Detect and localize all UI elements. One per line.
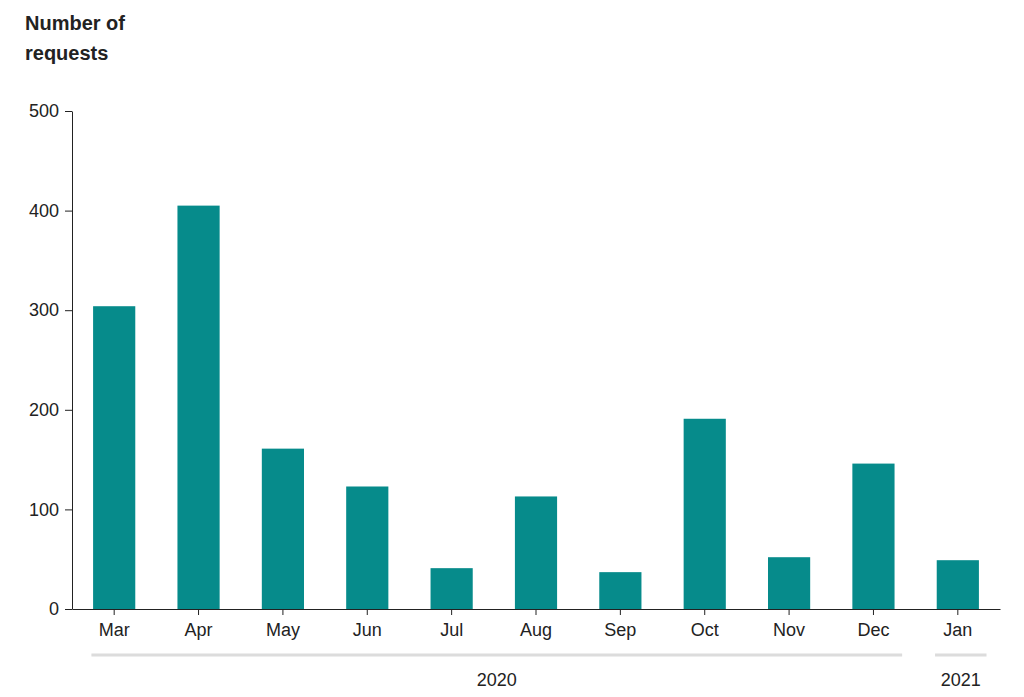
chart: 0 100 200 300 400 500 Mar Apr May Jun Jul Aug Sep Oct…: [0, 0, 1024, 697]
x-tick-mark: [789, 609, 790, 615]
y-axis-line: [72, 112, 73, 610]
bar: [93, 306, 135, 609]
y-tick: 200: [29, 400, 72, 420]
x-tick-mark: [957, 609, 958, 615]
x-tick-mark: [620, 609, 621, 615]
x-tick-mark: [873, 609, 874, 615]
bars: [93, 206, 979, 609]
y-axis-title-line: Number of: [25, 12, 125, 34]
x-tick-label: Apr: [185, 620, 213, 640]
x-tick-label: Jun: [353, 620, 382, 640]
year-groups: 2020 2021: [91, 655, 986, 690]
bar: [599, 572, 641, 609]
x-tick: May: [266, 609, 300, 640]
y-tick: 300: [29, 300, 72, 320]
bar: [768, 557, 810, 609]
y-tick-label: 0: [49, 599, 59, 619]
x-tick-mark: [451, 609, 452, 615]
y-tick-mark: [65, 509, 72, 510]
bar: [346, 486, 388, 609]
year-bracket: [935, 654, 986, 657]
y-tick: 500: [29, 101, 72, 121]
y-tick-label: 100: [29, 500, 59, 520]
x-tick-label: Dec: [857, 620, 889, 640]
y-axis: 0 100 200 300 400 500: [29, 101, 73, 619]
bar: [852, 464, 894, 609]
x-tick-label: Oct: [691, 620, 719, 640]
bar: [262, 449, 304, 609]
x-tick-label: Aug: [520, 620, 552, 640]
x-tick: Oct: [691, 609, 719, 640]
year-label: 2021: [941, 670, 981, 690]
x-tick-mark: [198, 609, 199, 615]
y-tick-label: 400: [29, 201, 59, 221]
y-tick-mark: [65, 410, 72, 411]
bar: [431, 568, 473, 609]
x-tick-label: Jan: [943, 620, 972, 640]
x-tick-label: Nov: [773, 620, 805, 640]
x-tick: Aug: [520, 609, 552, 640]
y-tick-label: 300: [29, 300, 59, 320]
x-tick-mark: [282, 609, 283, 615]
x-tick: Mar: [99, 609, 130, 640]
x-tick-label: Sep: [604, 620, 636, 640]
x-tick-mark: [536, 609, 537, 615]
y-tick: 100: [29, 500, 72, 520]
x-tick: Jun: [353, 609, 382, 640]
y-tick-label: 200: [29, 400, 59, 420]
x-tick: Nov: [773, 609, 805, 640]
year-bracket: [91, 654, 902, 657]
y-tick-mark: [65, 609, 72, 610]
bar: [177, 206, 219, 609]
year-label: 2020: [477, 670, 517, 690]
x-tick: Jan: [943, 609, 972, 640]
x-tick-mark: [114, 609, 115, 615]
y-tick: 400: [29, 201, 72, 221]
x-tick: Jul: [440, 609, 463, 640]
x-tick-label: Mar: [99, 620, 130, 640]
x-tick: Dec: [857, 609, 889, 640]
x-tick-mark: [704, 609, 705, 615]
x-tick: Apr: [185, 609, 213, 640]
bar: [937, 560, 979, 609]
x-tick-label: May: [266, 620, 300, 640]
bar: [515, 496, 557, 609]
y-tick: 0: [49, 599, 72, 619]
y-tick-label: 500: [29, 101, 59, 121]
y-tick-mark: [65, 211, 72, 212]
y-tick-mark: [65, 310, 72, 311]
x-tick: Sep: [604, 609, 636, 640]
y-axis-title-line: requests: [25, 42, 108, 64]
bar: [684, 419, 726, 609]
y-axis-title: Number of requests: [25, 12, 125, 64]
x-tick-label: Jul: [440, 620, 463, 640]
y-tick-mark: [65, 111, 72, 112]
x-tick-mark: [367, 609, 368, 615]
x-axis: Mar Apr May Jun Jul Aug Sep Oct Nov Dec Jan: [73, 609, 1001, 640]
